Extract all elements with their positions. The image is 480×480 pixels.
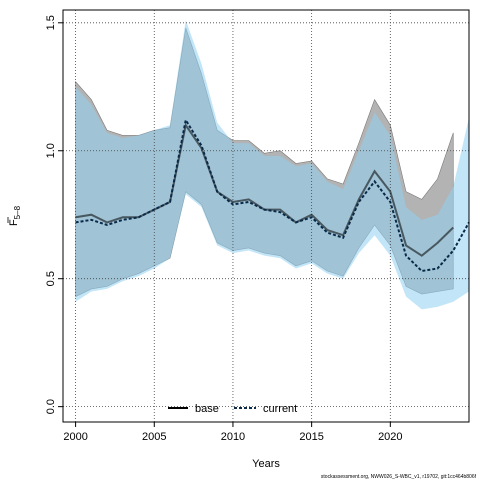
x-tick-label-2000: 2000 (63, 431, 87, 443)
x-tick-label-2015: 2015 (299, 431, 323, 443)
footer-label: stockassessment.org, NWW026_S-WBC_v1, r1… (321, 474, 477, 480)
plot-frame (62, 9, 470, 423)
legend-label-base: base (195, 403, 219, 415)
y-axis-title-main: F (8, 219, 20, 226)
x-axis: 2000 2005 2010 2015 2020 (63, 422, 403, 443)
band-current (75, 20, 469, 310)
x-tick-label-2005: 2005 (142, 431, 166, 443)
y-axis-title-sub: 5–8 (13, 205, 22, 219)
x-tick-label-2020: 2020 (378, 431, 402, 443)
y-axis-title: F5–8 (7, 205, 22, 226)
x-axis-title: Years (252, 458, 280, 470)
y-tick-label-0.5: 0.5 (45, 271, 57, 286)
line-current (75, 117, 470, 273)
series-lines (75, 117, 470, 273)
x-tick-label-2010: 2010 (221, 431, 245, 443)
y-axis: 0.0 0.5 1.0 1.5 (45, 15, 63, 414)
svg-text:F5–8: F5–8 (8, 205, 22, 226)
y-tick-label-1.5: 1.5 (45, 15, 57, 30)
y-tick-label-0: 0.0 (45, 399, 57, 414)
legend-label-current: current (263, 403, 297, 415)
legend: base current (168, 403, 297, 415)
y-tick-label-1: 1.0 (45, 143, 57, 158)
confidence-bands (75, 20, 469, 310)
